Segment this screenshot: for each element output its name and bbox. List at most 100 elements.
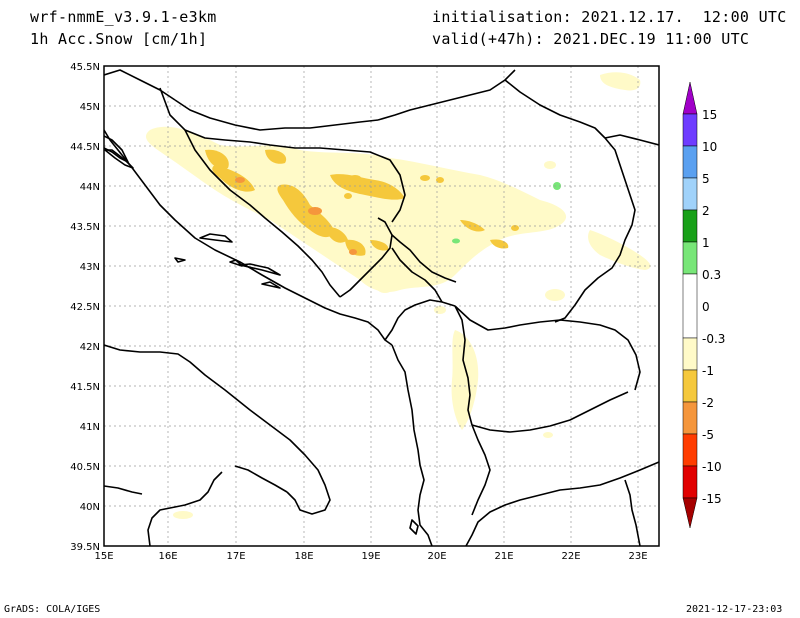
colorbar-label: -5 bbox=[702, 428, 714, 442]
lon-axis: 15E 16E 17E 18E 19E 20E 21E 22E 23E bbox=[94, 551, 647, 562]
snow-moderate-patch bbox=[344, 193, 352, 199]
snow-light-region-ne bbox=[600, 72, 641, 91]
lat-tick-label: 40.5N bbox=[70, 462, 100, 473]
snow-heavy-patch bbox=[308, 207, 322, 215]
snow-moderate-region bbox=[490, 239, 509, 249]
colorbar-label: 2 bbox=[702, 204, 710, 218]
snow-moderate-patch bbox=[349, 175, 361, 181]
lon-tick-label: 17E bbox=[226, 551, 245, 562]
lon-tick-label: 22E bbox=[561, 551, 580, 562]
border-croatia-bosnia-west bbox=[184, 129, 341, 298]
coastline-aegean bbox=[624, 479, 641, 546]
lon-tick-label: 23E bbox=[628, 551, 647, 562]
colorbar-label: 0 bbox=[702, 300, 710, 314]
lon-tick-label: 16E bbox=[158, 551, 177, 562]
island-brac bbox=[199, 233, 233, 243]
snow-light-patch bbox=[545, 289, 565, 301]
snow-heavy-patch bbox=[349, 249, 357, 255]
colorbar-top-arrow bbox=[682, 81, 698, 115]
model-title: wrf-nmmE_v3.9.1-e3km bbox=[30, 8, 217, 26]
snow-light-patch bbox=[434, 306, 446, 314]
snow-moderate-region bbox=[325, 227, 348, 243]
coastline-italy-west bbox=[104, 485, 143, 495]
colorbar-swatch bbox=[682, 369, 698, 403]
snow-light-region-south bbox=[451, 330, 479, 430]
colorbar-swatch bbox=[682, 113, 698, 147]
island-hvar bbox=[174, 257, 186, 263]
lat-axis: 45.5N 45N 44.5N 44N 43.5N 43N 42.5N 42N … bbox=[70, 62, 100, 553]
colorbar-label: -10 bbox=[702, 460, 722, 474]
lon-tick-label: 21E bbox=[494, 551, 513, 562]
snow-light-patch bbox=[377, 283, 393, 293]
colorbar-label: -1 bbox=[702, 364, 714, 378]
color-bar-labels: 15 10 5 2 1 0.3 0 -0.3 -1 -2 -5 -10 -15 bbox=[702, 108, 725, 506]
snow-moderate-region bbox=[330, 174, 405, 200]
snow-light-patch bbox=[543, 432, 553, 438]
colorbar-label: -15 bbox=[702, 492, 722, 506]
colorbar-label: 0.3 bbox=[702, 268, 721, 282]
colorbar-swatch bbox=[682, 465, 698, 499]
border-bulgaria-romania bbox=[604, 134, 659, 146]
lat-tick-label: 45.5N bbox=[70, 62, 100, 73]
island-krk bbox=[104, 149, 134, 169]
coastlines-borders bbox=[104, 69, 659, 546]
snow-light-region-east bbox=[588, 230, 651, 270]
lat-tick-label: 41N bbox=[80, 422, 100, 433]
lat-tick-label: 43.5N bbox=[70, 222, 100, 233]
border-slovenia-croatia bbox=[104, 69, 176, 101]
snow-moderate-region bbox=[265, 149, 287, 164]
colorbar-label: 1 bbox=[702, 236, 710, 250]
grid-lines bbox=[104, 66, 659, 546]
border-montenegro-serbia bbox=[391, 247, 443, 303]
colorbar-bottom-arrow bbox=[682, 497, 698, 529]
colorbar-swatch bbox=[682, 433, 698, 467]
plot-frame bbox=[103, 65, 660, 547]
border-serbia-kosovo bbox=[391, 234, 457, 283]
border-montenegro-albania bbox=[384, 299, 456, 341]
green-patch bbox=[452, 238, 460, 244]
coastline-italy-east bbox=[104, 344, 331, 515]
render-timestamp: 2021-12-17-23:03 bbox=[686, 604, 783, 615]
lon-tick-label: 19E bbox=[361, 551, 380, 562]
border-croatia-hungary bbox=[174, 99, 379, 131]
snow-moderate-region bbox=[277, 184, 335, 238]
snow-light-patch bbox=[173, 511, 193, 519]
colorbar-label: -2 bbox=[702, 396, 714, 410]
coastline-albania-greece bbox=[391, 344, 433, 546]
colorbar-swatch bbox=[682, 401, 698, 435]
lon-tick-label: 15E bbox=[94, 551, 113, 562]
snow-light-patch bbox=[544, 161, 556, 169]
border-bosnia-montenegro bbox=[339, 217, 393, 298]
border-kosovo-macedonia bbox=[454, 305, 541, 331]
snow-moderate-patch bbox=[420, 175, 430, 181]
colorbar-swatch bbox=[682, 145, 698, 179]
colorbar-swatch bbox=[682, 177, 698, 211]
snow-moderate-region bbox=[460, 220, 485, 232]
border-serbia-romania-danube bbox=[504, 79, 606, 139]
border-serbia-bulgaria bbox=[554, 137, 636, 323]
init-time: initialisation: 2021.12.17. 12:00 UTC bbox=[432, 8, 787, 26]
border-macedonia-bulgaria bbox=[539, 319, 641, 391]
border-macedonia-greece bbox=[471, 391, 629, 433]
lon-tick-label: 20E bbox=[427, 551, 446, 562]
coastline-italy-south bbox=[147, 471, 223, 546]
color-bar bbox=[682, 81, 698, 529]
lat-tick-label: 44N bbox=[80, 182, 100, 193]
lat-tick-label: 45N bbox=[80, 102, 100, 113]
border-croatia-bosnia-north bbox=[159, 87, 406, 223]
colorbar-label: 15 bbox=[702, 108, 717, 122]
lat-tick-label: 41.5N bbox=[70, 382, 100, 393]
colorbar-label: 10 bbox=[702, 140, 717, 154]
lat-tick-label: 44.5N bbox=[70, 142, 100, 153]
island-korcula bbox=[239, 263, 281, 276]
island-mljet bbox=[261, 281, 281, 289]
grads-credit: GrADS: COLA/IGES bbox=[4, 604, 101, 615]
colorbar-label: -0.3 bbox=[702, 332, 725, 346]
snow-light-region bbox=[145, 126, 567, 292]
island-lastovo bbox=[229, 259, 243, 267]
lat-tick-label: 40N bbox=[80, 502, 100, 513]
lat-tick-label: 39.5N bbox=[70, 542, 100, 553]
coastline-corfu bbox=[409, 519, 419, 535]
coastline-greece-east bbox=[465, 461, 659, 546]
